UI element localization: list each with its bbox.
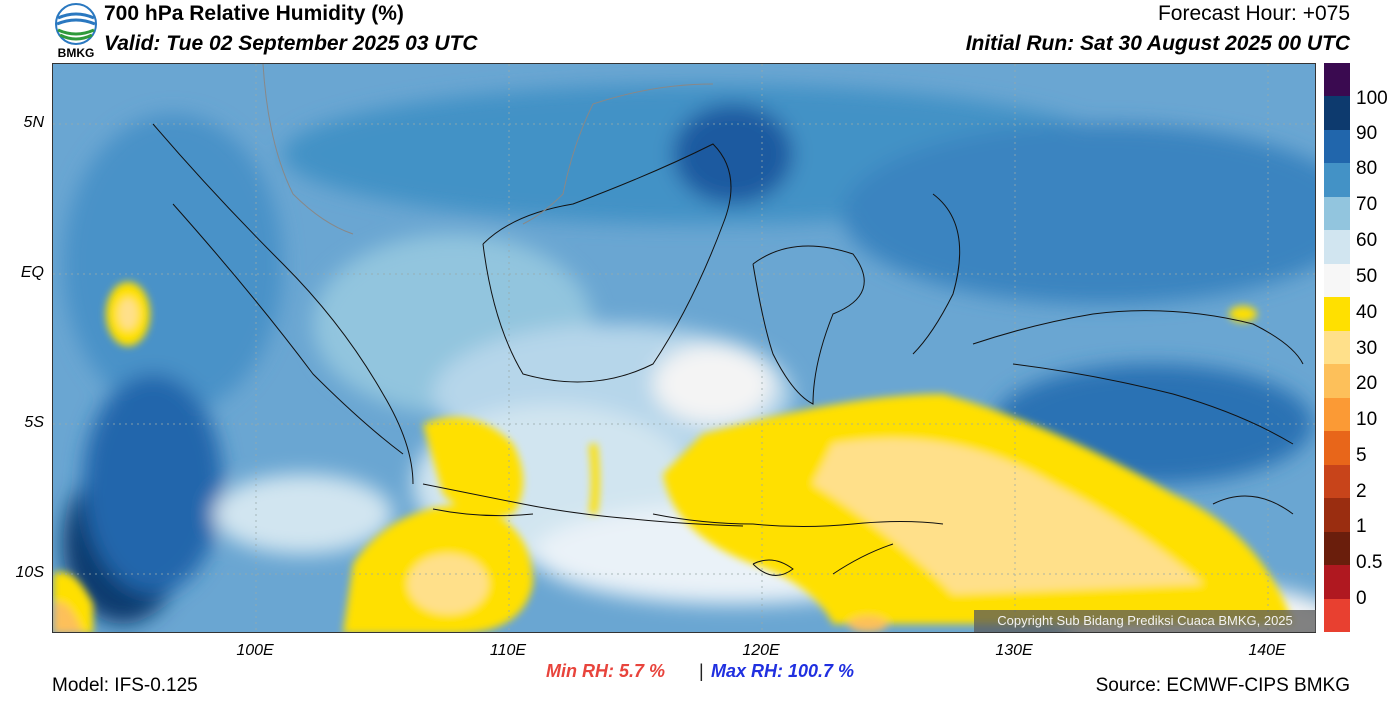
lat-label-10s: 10S xyxy=(15,564,44,581)
colorbar-label: 90 xyxy=(1356,123,1378,144)
colorbar-swatch xyxy=(1324,599,1350,632)
colorbar-swatch xyxy=(1324,331,1350,364)
colorbar-swatch xyxy=(1324,498,1350,532)
colorbar-swatch xyxy=(1324,297,1350,331)
colorbar-swatch xyxy=(1324,364,1350,398)
colorbar xyxy=(1324,63,1350,633)
colorbar-label: 100 xyxy=(1356,88,1388,109)
colorbar-label: 0.5 xyxy=(1356,552,1383,573)
colorbar-swatch xyxy=(1324,197,1350,230)
colorbar-label: 10 xyxy=(1356,409,1378,430)
forecast-hour: Forecast Hour: +075 xyxy=(1157,2,1350,25)
colorbar-label: 5 xyxy=(1356,445,1367,466)
colorbar-label: 20 xyxy=(1356,373,1378,394)
colorbar-label: 70 xyxy=(1356,194,1378,215)
colorbar-label: 2 xyxy=(1356,481,1367,502)
lon-label-100e: 100E xyxy=(236,642,274,659)
colorbar-swatch xyxy=(1324,230,1350,264)
lon-label-130e: 130E xyxy=(995,642,1033,659)
colorbar-swatch xyxy=(1324,398,1350,431)
colorbar-swatch xyxy=(1324,431,1350,465)
lat-label-5n: 5N xyxy=(23,114,44,131)
bmkg-logo: BMKG xyxy=(52,2,100,60)
colorbar-label: 60 xyxy=(1356,230,1378,251)
colorbar-label: 30 xyxy=(1356,338,1378,359)
map-title: 700 hPa Relative Humidity (%) xyxy=(104,2,404,25)
lat-label-eq: EQ xyxy=(20,264,44,281)
coastlines xyxy=(152,123,1304,576)
min-rh: Min RH: 5.7 % xyxy=(546,661,666,681)
colorbar-swatch xyxy=(1324,565,1350,599)
lon-label-120e: 120E xyxy=(742,642,780,659)
lat-label-5s: 5S xyxy=(24,414,44,431)
rh-separator: | xyxy=(699,661,704,681)
max-rh: Max RH: 100.7 % xyxy=(711,661,855,681)
source-label: Source: ECMWF-CIPS BMKG xyxy=(1095,675,1350,696)
colorbar-swatch xyxy=(1324,532,1350,565)
colorbar-label: 0 xyxy=(1356,588,1367,609)
model-label: Model: IFS-0.125 xyxy=(52,675,198,696)
colorbar-swatch xyxy=(1324,163,1350,197)
colorbar-label: 40 xyxy=(1356,302,1378,323)
logo-text: BMKG xyxy=(57,46,95,60)
colorbar-swatch xyxy=(1324,96,1350,130)
colorbar-swatch xyxy=(1324,63,1350,96)
copyright-notice: Copyright Sub Bidang Prediksi Cuaca BMKG… xyxy=(974,610,1316,632)
initial-run: Initial Run: Sat 30 August 2025 00 UTC xyxy=(965,32,1350,55)
colorbar-label: 80 xyxy=(1356,158,1378,179)
colorbar-swatch xyxy=(1324,465,1350,498)
colorbar-swatch xyxy=(1324,130,1350,163)
valid-time: Valid: Tue 02 September 2025 03 UTC xyxy=(104,32,478,55)
colorbar-label: 50 xyxy=(1356,266,1378,287)
lon-label-110e: 110E xyxy=(489,642,527,659)
colorbar-swatch xyxy=(1324,264,1350,297)
lon-label-140e: 140E xyxy=(1248,642,1286,659)
humidity-map xyxy=(52,63,1316,633)
colorbar-label: 1 xyxy=(1356,516,1367,537)
